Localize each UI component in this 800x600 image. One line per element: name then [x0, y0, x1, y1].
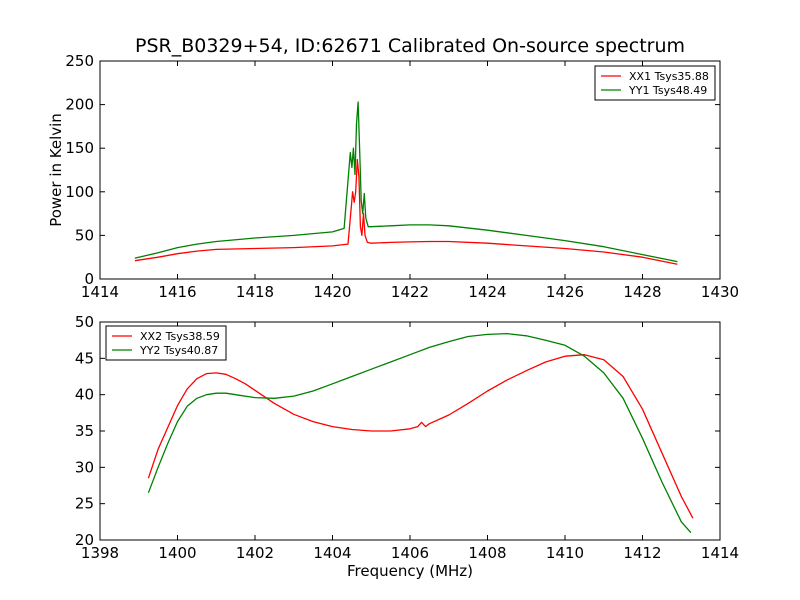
bottom-x-tick-label: 1410 [546, 544, 584, 562]
bottom-x-tick-label: 1412 [623, 544, 661, 562]
top-x-tick-label: 1416 [158, 283, 196, 301]
top-panel: 1414 1416 1418 1420 1422 1424 1426 1428 1430 0 50 1… [47, 52, 739, 301]
bottom-x-tick-label: 1400 [158, 544, 196, 562]
bottom-x-tick-label: 1404 [313, 544, 351, 562]
top-x-tick-label: 1424 [468, 283, 506, 301]
top-x-tick-label: 1420 [313, 283, 351, 301]
top-y-tick-label: 150 [65, 139, 94, 157]
bottom-y-tick-label: 45 [75, 349, 94, 367]
top-plot-area [134, 101, 678, 265]
bottom-x-tick-label: 1402 [236, 544, 274, 562]
chart-title: PSR_B0329+54, ID:62671 Calibrated On-sou… [135, 35, 685, 57]
top-series-line-2 [134, 101, 678, 263]
top-x-tick-label: 1426 [546, 283, 584, 301]
bottom-legend-box [105, 325, 227, 361]
top-x-tick-label: 1418 [236, 283, 274, 301]
bottom-plot-area [147, 332, 694, 534]
bottom-y-tick-label: 40 [75, 386, 94, 404]
top-legend-box [594, 65, 716, 101]
bottom-legend-entry-1: XX2 Tsys38.59 [140, 330, 220, 343]
bottom-y-tick-label: 50 [75, 313, 94, 331]
top-legend-entry-1: XX1 Tsys35.88 [629, 70, 709, 83]
top-y-tick-label: 200 [65, 96, 94, 114]
top-ticks: 1414 1416 1418 1420 1422 1424 1426 1428 1430 0 50 1… [65, 52, 739, 301]
bottom-legend-entry-2: YY2 Tsys40.87 [139, 344, 218, 357]
top-x-tick-label: 1430 [701, 283, 739, 301]
bottom-y-tick-label: 25 [75, 495, 94, 513]
bottom-y-tick-label: 20 [75, 531, 94, 549]
top-legend-entry-2: YY1 Tsys48.49 [628, 84, 707, 97]
top-y-tick-label: 100 [65, 183, 94, 201]
bottom-ticks: 1398 1400 1402 1404 1406 1408 1410 1412 1414 20 25… [75, 313, 739, 562]
bottom-x-tick-label: 1408 [468, 544, 506, 562]
top-y-tick-label: 250 [65, 52, 94, 70]
top-x-tick-label: 1414 [81, 283, 119, 301]
bottom-y-tick-label: 35 [75, 422, 94, 440]
bottom-series-line-2 [147, 332, 692, 534]
top-y-tick-label: 50 [75, 226, 94, 244]
top-series-line-1 [134, 158, 678, 265]
top-x-tick-label: 1422 [391, 283, 429, 301]
bottom-y-tick-label: 30 [75, 458, 94, 476]
top-y-tick-label: 0 [84, 270, 94, 288]
top-y-axis-label: Power in Kelvin [47, 113, 65, 227]
bottom-panel: 1398 1400 1402 1404 1406 1408 1410 1412 1414 20 25… [75, 313, 739, 580]
top-x-tick-label: 1428 [623, 283, 661, 301]
bottom-x-tick-label: 1398 [81, 544, 119, 562]
bottom-x-tick-label: 1406 [391, 544, 429, 562]
bottom-x-axis-label: Frequency (MHz) [347, 562, 473, 580]
bottom-x-tick-label: 1414 [701, 544, 739, 562]
